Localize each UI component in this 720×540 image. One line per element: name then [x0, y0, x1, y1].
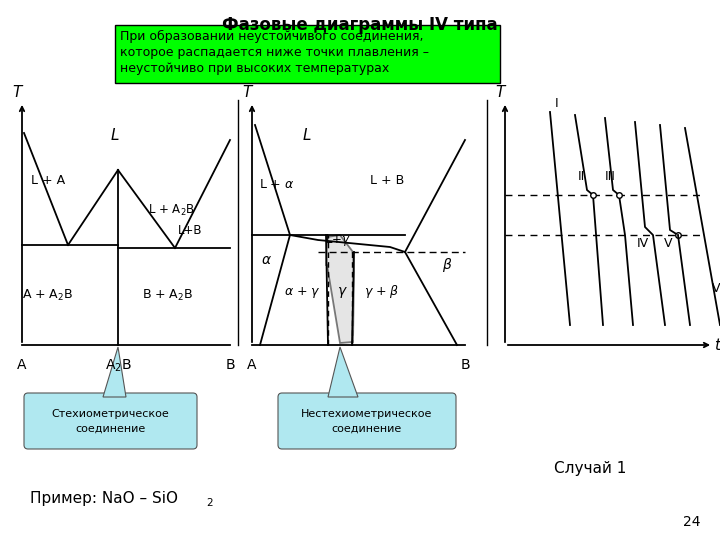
- Text: B: B: [225, 358, 235, 372]
- Text: A$_2$B: A$_2$B: [104, 358, 132, 374]
- Text: I: I: [555, 97, 559, 110]
- Text: Стехиометрическое: Стехиометрическое: [52, 409, 169, 419]
- Text: T: T: [243, 85, 252, 100]
- Text: II: II: [577, 170, 585, 183]
- Text: B + A$_2$B: B + A$_2$B: [143, 287, 194, 302]
- Text: A: A: [17, 358, 27, 372]
- Polygon shape: [326, 235, 354, 343]
- Text: L: L: [302, 127, 311, 143]
- Text: A + A$_2$B: A + A$_2$B: [22, 287, 73, 302]
- Text: соединение: соединение: [332, 424, 402, 434]
- Text: T: T: [495, 85, 505, 100]
- Text: L+$\gamma$: L+$\gamma$: [325, 232, 351, 248]
- Text: t: t: [714, 338, 720, 353]
- Text: $\alpha$ + $\gamma$: $\alpha$ + $\gamma$: [284, 285, 320, 300]
- FancyBboxPatch shape: [278, 393, 456, 449]
- Text: соединение: соединение: [76, 424, 145, 434]
- Polygon shape: [328, 347, 358, 397]
- Text: которое распадается ниже точки плавления –: которое распадается ниже точки плавления…: [120, 46, 429, 59]
- FancyBboxPatch shape: [115, 25, 500, 83]
- Text: L + $\alpha$: L + $\alpha$: [259, 179, 294, 192]
- Text: Фазовые диаграммы IV типа: Фазовые диаграммы IV типа: [222, 16, 498, 34]
- Text: L + B: L + B: [370, 173, 404, 186]
- Text: Случай 1: Случай 1: [554, 461, 626, 476]
- Text: Пример: NaO – SiO: Пример: NaO – SiO: [30, 490, 178, 505]
- Text: При образовании неустойчивого соединения,: При образовании неустойчивого соединения…: [120, 30, 423, 43]
- Text: 2: 2: [206, 498, 212, 508]
- Text: L+B: L+B: [178, 224, 202, 237]
- Text: $\alpha$: $\alpha$: [261, 253, 271, 267]
- Polygon shape: [103, 347, 126, 397]
- Text: B: B: [460, 358, 470, 372]
- Text: V: V: [664, 237, 672, 250]
- Text: $\beta$: $\beta$: [442, 256, 452, 274]
- Text: $\gamma$: $\gamma$: [336, 285, 348, 300]
- Text: Нестехиометрическое: Нестехиометрическое: [301, 409, 433, 419]
- Text: L: L: [111, 127, 120, 143]
- Text: неустойчиво при высоких температурах: неустойчиво при высоких температурах: [120, 62, 390, 75]
- Text: III: III: [605, 170, 616, 183]
- Text: 24: 24: [683, 515, 700, 529]
- Text: VI: VI: [712, 282, 720, 295]
- Text: T: T: [12, 85, 22, 100]
- Text: L + A$_2$B: L + A$_2$B: [148, 202, 195, 218]
- Text: $\gamma$ + $\beta$: $\gamma$ + $\beta$: [364, 284, 400, 300]
- FancyBboxPatch shape: [24, 393, 197, 449]
- Text: L + A: L + A: [31, 173, 65, 186]
- Text: IV: IV: [637, 237, 649, 250]
- Text: A: A: [247, 358, 257, 372]
